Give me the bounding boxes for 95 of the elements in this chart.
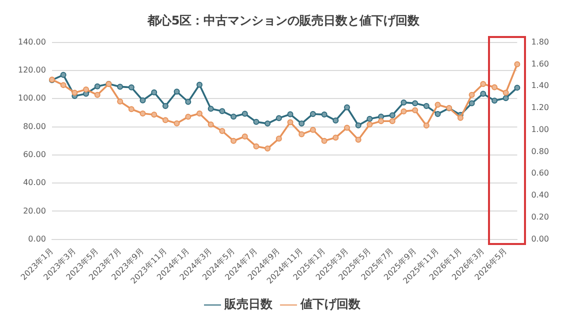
point xyxy=(140,97,146,104)
point xyxy=(151,89,158,96)
point xyxy=(117,98,124,104)
point xyxy=(162,102,168,109)
point xyxy=(321,138,328,144)
y2-tick-label: 1.80 xyxy=(531,37,549,46)
point xyxy=(423,102,430,109)
legend-label: 値下げ回数 xyxy=(300,297,362,312)
legend-label: 販売日数 xyxy=(224,297,274,312)
y-tick-label: 60.00 xyxy=(23,150,46,159)
point xyxy=(162,117,168,124)
point xyxy=(389,118,396,124)
point xyxy=(389,112,396,118)
y2-tick-label: 0.00 xyxy=(531,234,549,244)
point xyxy=(208,106,214,112)
y-tick-label: 80.00 xyxy=(23,122,46,131)
y2-tick-label: 0.20 xyxy=(531,212,549,222)
point xyxy=(423,122,430,129)
point xyxy=(298,120,305,127)
y2-tick-label: 1.40 xyxy=(531,81,549,90)
point xyxy=(185,114,192,120)
point xyxy=(480,80,486,87)
point xyxy=(242,110,248,117)
point xyxy=(468,100,475,106)
point xyxy=(344,104,350,110)
point xyxy=(196,110,202,117)
point xyxy=(287,119,294,126)
chart-title: 都心5区：中古マンションの販売日数と値下げ回数 xyxy=(146,13,421,28)
point xyxy=(480,90,486,97)
y2-tick-label: 1.00 xyxy=(531,124,549,134)
point xyxy=(128,106,134,112)
point xyxy=(298,131,305,138)
y2-tick-label: 0.40 xyxy=(531,190,549,200)
point xyxy=(366,121,373,128)
y-tick-label: 40.00 xyxy=(23,178,46,188)
point xyxy=(230,114,237,120)
point xyxy=(514,84,520,91)
y-tick-label: 0.00 xyxy=(28,234,46,244)
point xyxy=(230,138,237,144)
point xyxy=(208,121,214,128)
point xyxy=(94,92,100,98)
point xyxy=(253,118,260,125)
point xyxy=(60,82,66,88)
point xyxy=(332,134,339,141)
point xyxy=(60,72,66,78)
point xyxy=(117,84,124,90)
point xyxy=(185,98,192,105)
point xyxy=(332,117,339,124)
point xyxy=(434,110,441,117)
point xyxy=(242,133,248,140)
point xyxy=(491,98,498,104)
point xyxy=(355,122,362,128)
point xyxy=(94,83,100,90)
point xyxy=(412,107,418,114)
y-tick-label: 100.00 xyxy=(18,94,46,103)
point xyxy=(378,118,384,124)
y-tick-label: 140.00 xyxy=(18,37,46,46)
point xyxy=(502,90,509,96)
point xyxy=(264,146,271,152)
point xyxy=(434,102,441,108)
point xyxy=(321,112,328,118)
point xyxy=(310,110,316,117)
point xyxy=(344,124,350,131)
point xyxy=(196,82,202,88)
y2-tick-label: 0.60 xyxy=(531,168,549,178)
point xyxy=(514,61,520,68)
point xyxy=(491,84,498,90)
point xyxy=(468,92,475,98)
point xyxy=(174,88,180,95)
point xyxy=(151,112,158,118)
point xyxy=(457,114,464,121)
y2-tick-label: 1.60 xyxy=(531,59,549,68)
point xyxy=(219,108,226,114)
point xyxy=(400,108,407,114)
point xyxy=(276,136,282,142)
point xyxy=(140,110,146,117)
point xyxy=(366,116,373,122)
point xyxy=(412,100,418,106)
y-tick-label: 20.00 xyxy=(23,206,46,216)
point xyxy=(310,126,316,133)
point xyxy=(264,120,271,127)
point xyxy=(400,99,407,106)
point xyxy=(502,95,509,102)
point xyxy=(276,115,282,122)
point xyxy=(219,128,226,134)
point xyxy=(287,111,294,118)
point xyxy=(128,84,134,90)
point xyxy=(253,143,260,150)
point xyxy=(174,120,180,126)
point xyxy=(72,90,78,96)
y2-tick-label: 0.80 xyxy=(531,146,549,156)
point xyxy=(83,86,90,92)
y2-tick-label: 1.20 xyxy=(531,103,549,112)
y-tick-label: 120.00 xyxy=(18,66,46,75)
point xyxy=(355,136,362,143)
